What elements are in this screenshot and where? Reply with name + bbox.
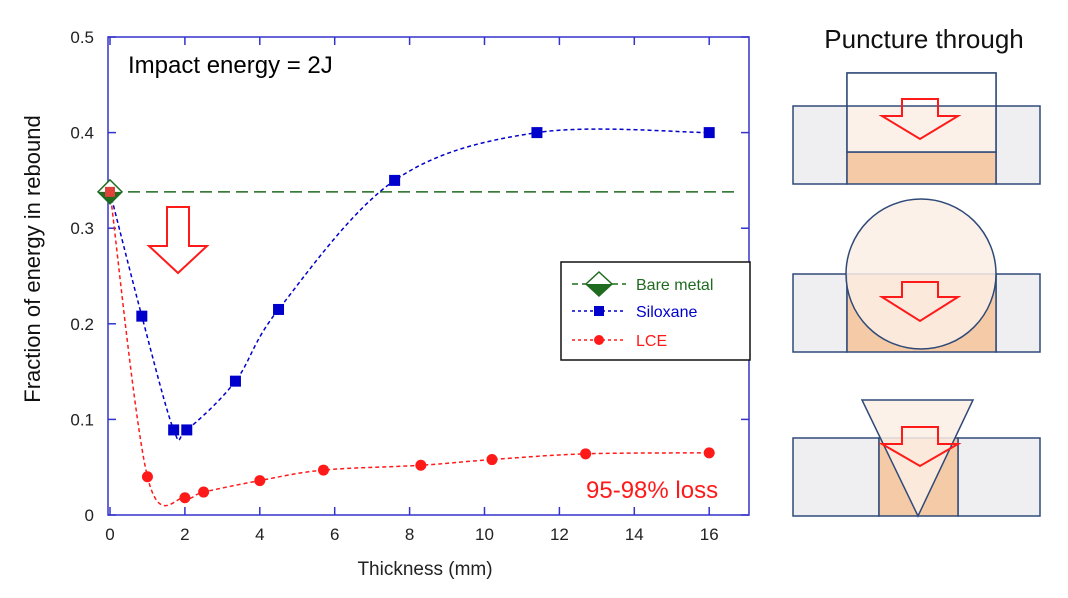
overlap-point [105, 186, 115, 197]
x-tick-label: 6 [330, 525, 339, 544]
conical-indenter-panel [792, 399, 1041, 518]
spherical-indenter-panel [792, 198, 1041, 353]
legend-label-bare-metal: Bare metal [636, 277, 713, 294]
siloxane-point [389, 174, 401, 186]
x-tick-label: 2 [180, 525, 189, 544]
schematic-title: Puncture through [824, 24, 1023, 54]
spherical-indenter [845, 198, 997, 350]
legend-label-lce: LCE [636, 333, 667, 350]
substrate-right [957, 437, 1041, 517]
siloxane-point [181, 424, 193, 436]
legend: Bare metal Siloxane LCE [560, 261, 751, 361]
drop-arrow-icon [146, 206, 210, 275]
lce-point [254, 475, 266, 487]
legend-marker-lce [594, 335, 604, 345]
indenter-top [846, 72, 997, 107]
siloxane-point [531, 127, 543, 139]
x-tick-label: 10 [475, 525, 494, 544]
siloxane-point [168, 424, 180, 436]
down-arrow-icon [878, 426, 962, 468]
y-tick-label: 0.4 [70, 124, 94, 143]
substrate-left [792, 437, 880, 517]
siloxane-point [136, 310, 148, 322]
x-tick-label: 4 [255, 525, 264, 544]
x-tick-labels: 0 2 4 6 8 10 12 14 16 [105, 525, 718, 544]
legend-label-siloxane: Siloxane [636, 304, 697, 321]
impact-energy-annotation: Impact energy = 2J [128, 52, 333, 79]
y-tick-label: 0.2 [70, 315, 94, 334]
bare-metal-point-fill [98, 191, 122, 204]
x-tick-label: 0 [105, 525, 114, 544]
lce-point [179, 492, 191, 504]
y-tick-label: 0.3 [70, 219, 94, 238]
lce-point [198, 486, 210, 498]
siloxane-point [273, 303, 285, 315]
x-axis-label: Thickness (mm) [357, 559, 492, 580]
legend-marker-bare-metal-fill [586, 284, 612, 296]
x-tick-label: 12 [550, 525, 569, 544]
lce-point [580, 448, 592, 460]
down-arrow-icon [878, 281, 962, 323]
siloxane-point [703, 127, 715, 139]
lce-point [703, 447, 715, 459]
y-tick-labels: 0 0.1 0.2 0.3 0.4 0.5 [70, 28, 94, 525]
lce-point [415, 459, 427, 471]
substrate-left [792, 273, 848, 353]
lce-point [317, 464, 329, 476]
x-tick-label: 14 [625, 525, 644, 544]
substrate-left [792, 105, 848, 185]
loss-annotation: 95-98% loss [586, 477, 718, 504]
substrate-right [995, 273, 1041, 353]
flat-indenter-panel [792, 72, 1041, 185]
conical-indenter [860, 399, 975, 518]
substrate-right [995, 105, 1041, 185]
y-tick-label: 0 [85, 506, 94, 525]
lce-point [141, 471, 153, 483]
legend-marker-siloxane [594, 306, 604, 316]
siloxane-point [229, 375, 241, 387]
sample-layer [846, 151, 997, 185]
series-line-siloxane [109, 128, 710, 442]
lce-point [486, 454, 498, 466]
x-tick-label: 8 [405, 525, 414, 544]
y-axis-label: Fraction of energy in rebound [20, 115, 45, 402]
y-tick-label: 0.5 [70, 28, 94, 47]
y-tick-label: 0.1 [70, 410, 94, 429]
down-arrow-icon [878, 98, 962, 141]
series-layer [96, 127, 736, 507]
x-tick-label: 16 [700, 525, 719, 544]
